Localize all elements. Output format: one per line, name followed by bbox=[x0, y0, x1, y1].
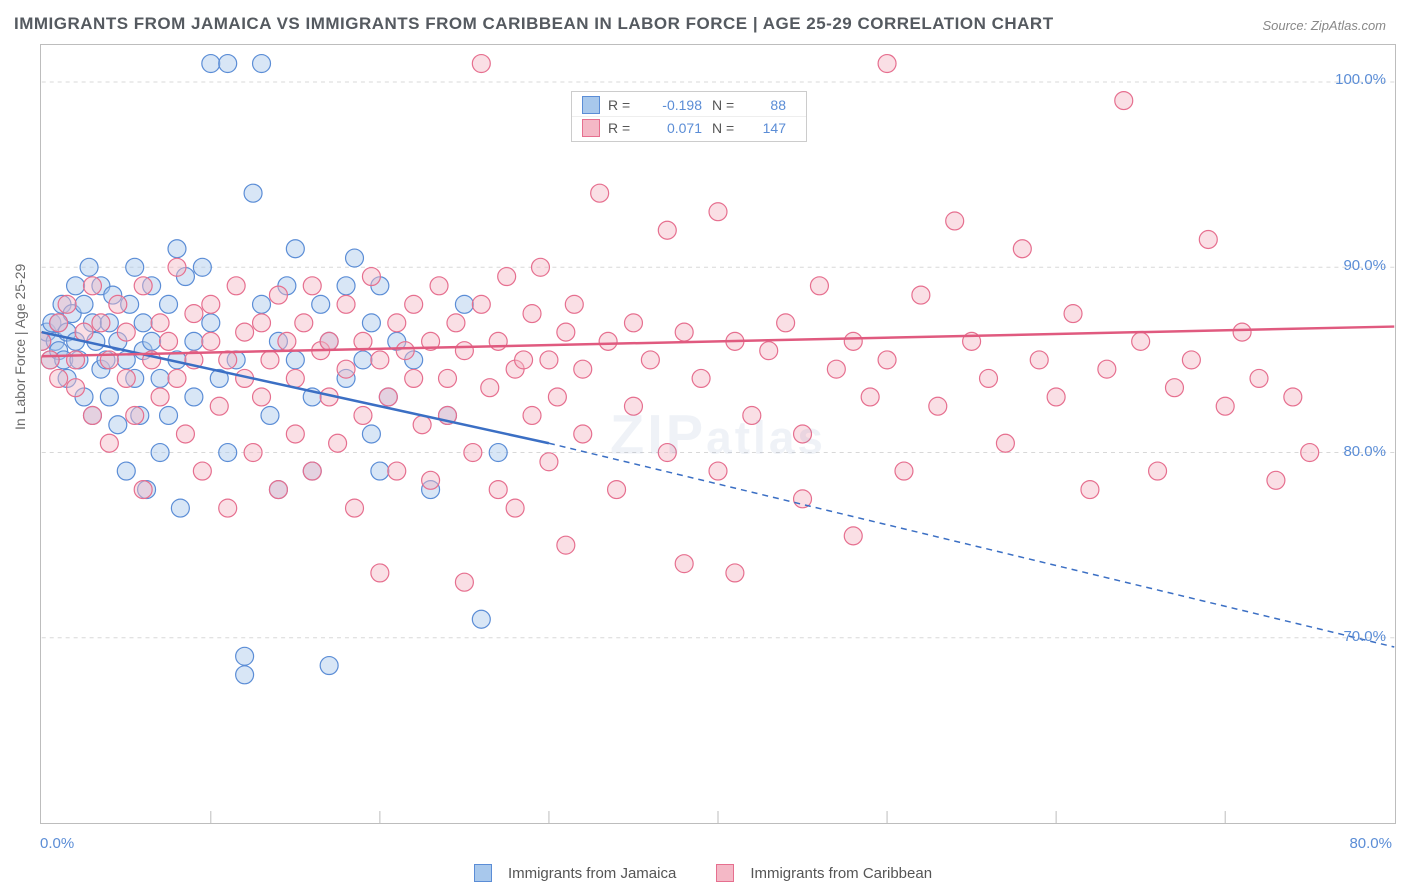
y-tick-80: 80.0% bbox=[1343, 443, 1386, 460]
legend-n-value: 88 bbox=[746, 97, 796, 113]
chart-title: IMMIGRANTS FROM JAMAICA VS IMMIGRANTS FR… bbox=[14, 14, 1054, 34]
legend-r-value: 0.071 bbox=[642, 120, 712, 136]
legend-bottom: Immigrants from Jamaica Immigrants from C… bbox=[0, 864, 1406, 882]
x-axis-min-label: 0.0% bbox=[40, 835, 74, 852]
legend-swatch bbox=[716, 864, 734, 882]
legend-series-item: Immigrants from Caribbean bbox=[716, 864, 932, 882]
scatter-plot-svg bbox=[41, 45, 1395, 823]
legend-swatch bbox=[582, 119, 600, 137]
legend-series-label: Immigrants from Jamaica bbox=[508, 865, 676, 882]
y-tick-90: 90.0% bbox=[1343, 257, 1386, 274]
chart-area: R =-0.198N =88R =0.071N =147 ZIPatlas bbox=[40, 44, 1396, 824]
legend-series-item: Immigrants from Jamaica bbox=[474, 864, 676, 882]
legend-r-label: R = bbox=[608, 97, 642, 113]
y-tick-70: 70.0% bbox=[1343, 628, 1386, 645]
legend-series-label: Immigrants from Caribbean bbox=[750, 865, 932, 882]
legend-stats-row: R =0.071N =147 bbox=[572, 117, 806, 139]
legend-swatch bbox=[474, 864, 492, 882]
legend-n-label: N = bbox=[712, 120, 746, 136]
legend-n-label: N = bbox=[712, 97, 746, 113]
legend-n-value: 147 bbox=[746, 120, 796, 136]
legend-swatch bbox=[582, 96, 600, 114]
source-attribution: Source: ZipAtlas.com bbox=[1262, 18, 1386, 33]
legend-r-label: R = bbox=[608, 120, 642, 136]
y-axis-label: In Labor Force | Age 25-29 bbox=[12, 264, 28, 430]
x-axis-max-label: 80.0% bbox=[1349, 835, 1392, 852]
legend-stats-row: R =-0.198N =88 bbox=[572, 94, 806, 117]
legend-stats-box: R =-0.198N =88R =0.071N =147 bbox=[571, 91, 807, 142]
legend-r-value: -0.198 bbox=[642, 97, 712, 113]
y-tick-100: 100.0% bbox=[1335, 71, 1386, 88]
